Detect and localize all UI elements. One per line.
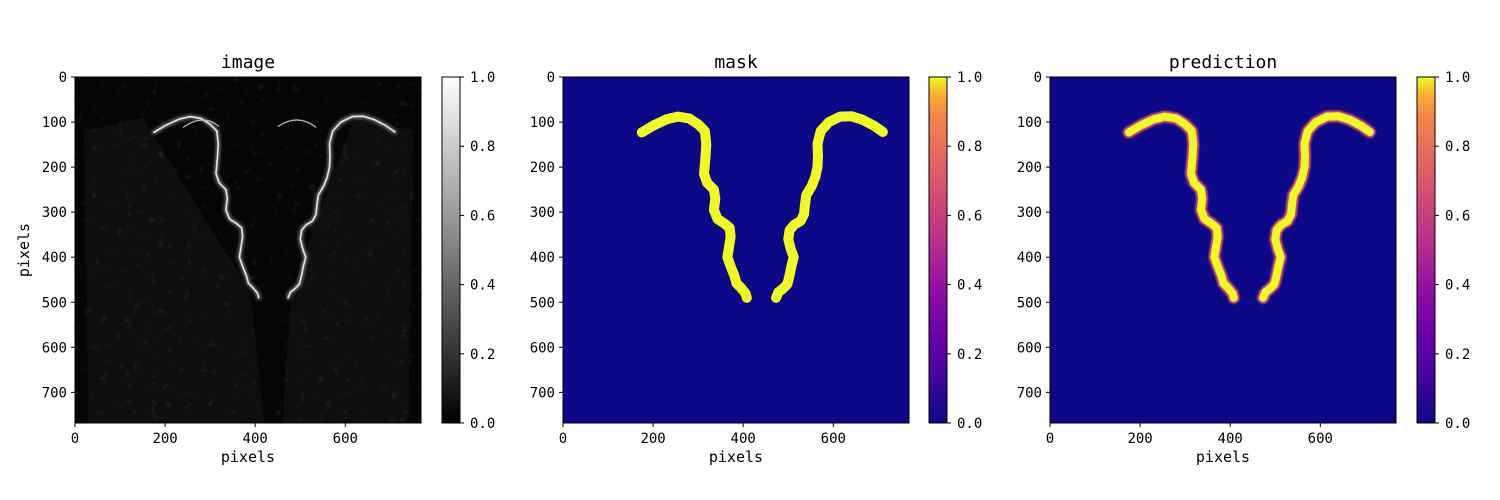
colorbar-tick-label: 0.6 — [957, 208, 982, 224]
axes-frame — [74, 76, 422, 424]
colorbar-tick-label: 0.6 — [1445, 208, 1470, 224]
colorbar-gradient — [442, 77, 460, 423]
axes-frame — [1049, 76, 1397, 424]
colorbar-tick-label: 0.4 — [470, 278, 495, 294]
prediction-curve-left — [1124, 112, 1238, 302]
panel-title: image — [221, 52, 275, 73]
panel-title: mask — [714, 52, 758, 73]
colorbar-tick-label: 0.8 — [470, 139, 495, 155]
colorbar-gradient — [1417, 77, 1435, 423]
colorbar-tick-label: 0.2 — [1445, 347, 1470, 363]
plot-area — [75, 77, 421, 423]
heatmap-background — [1050, 77, 1396, 423]
x-tick-label: 200 — [1127, 431, 1152, 447]
y-tick-label: 600 — [530, 340, 555, 356]
x-tick-label: 400 — [243, 431, 268, 447]
panel-image: image 0 200 400 600 0 100 200 300 400 500 600 700 pix… — [15, 52, 495, 466]
y-tick-label: 700 — [1017, 385, 1042, 401]
colorbar-tick-label: 0.8 — [1445, 139, 1470, 155]
y-tick-label: 300 — [1017, 205, 1042, 221]
colorbar-tick-label: 1.0 — [1445, 70, 1470, 86]
y-tick-label: 400 — [530, 250, 555, 266]
x-tick-label: 0 — [1046, 431, 1054, 447]
y-tick-label: 600 — [1017, 340, 1042, 356]
colorbar: 0.0 0.2 0.4 0.6 0.8 1.0 — [441, 70, 495, 432]
colorbar-tick-label: 0.4 — [957, 278, 982, 294]
x-tick-label: 600 — [333, 431, 358, 447]
y-axis-label: pixels — [15, 223, 33, 277]
x-tick-label: 600 — [1308, 431, 1333, 447]
x-tick-label: 400 — [731, 431, 756, 447]
y-tick-label: 200 — [42, 160, 67, 176]
colorbar: 0.0 0.2 0.4 0.6 0.8 1.0 — [1416, 70, 1470, 432]
y-tick-label: 100 — [42, 115, 67, 131]
x-axis-label: pixels — [1196, 448, 1250, 466]
panel-prediction: prediction 0 200 400 600 0 100 200 300 400 500 600 7… — [1017, 52, 1471, 466]
colorbar-tick-label: 0.0 — [470, 416, 495, 432]
y-tick-label: 500 — [42, 295, 67, 311]
colorbar-frame — [928, 76, 948, 424]
colorbar-tick-label: 0.2 — [957, 347, 982, 363]
y-tick-label: 200 — [1017, 160, 1042, 176]
x-axis-label: pixels — [221, 448, 275, 466]
x-tick-label: 0 — [559, 431, 567, 447]
y-tick-label: 700 — [42, 385, 67, 401]
colorbar-frame — [1416, 76, 1436, 424]
y-tick-label: 500 — [1017, 295, 1042, 311]
x-axis-label: pixels — [709, 448, 763, 466]
plot-area — [563, 77, 909, 423]
colorbar-tick-label: 1.0 — [957, 70, 982, 86]
x-tick-label: 600 — [821, 431, 846, 447]
colorbar-frame — [441, 76, 461, 424]
y-tick-label: 400 — [1017, 250, 1042, 266]
plot-area — [1050, 77, 1396, 423]
panel-title: prediction — [1169, 52, 1277, 73]
mask-curve-left — [636, 111, 752, 303]
panels-group: image 0 200 400 600 0 100 200 300 400 500 600 700 pix… — [15, 52, 1470, 466]
x-tick-label: 200 — [640, 431, 665, 447]
heatmap-background — [563, 77, 909, 423]
prediction-curve-right — [1259, 112, 1374, 302]
edge-curve-right — [287, 115, 396, 299]
colorbar: 0.0 0.2 0.4 0.6 0.8 1.0 — [928, 70, 982, 432]
colorbar-tick-label: 0.0 — [957, 416, 982, 432]
x-tick-label: 400 — [1218, 431, 1243, 447]
y-tick-label: 100 — [530, 115, 555, 131]
axes-frame — [562, 76, 910, 424]
colorbar-gradient — [929, 77, 947, 423]
x-tick-label: 200 — [152, 431, 177, 447]
y-tick-label: 300 — [42, 205, 67, 221]
y-tick-label: 0 — [59, 70, 67, 86]
y-tick-label: 100 — [1017, 115, 1042, 131]
y-tick-label: 200 — [530, 160, 555, 176]
y-tick-label: 600 — [42, 340, 67, 356]
colorbar-tick-label: 0.6 — [470, 208, 495, 224]
colorbar-tick-label: 0.8 — [957, 139, 982, 155]
y-tick-label: 0 — [1034, 70, 1042, 86]
colorbar-tick-label: 1.0 — [470, 70, 495, 86]
panel-mask: mask 0 200 400 600 0 100 200 300 400 500 600 700 pixe… — [530, 52, 983, 466]
y-tick-label: 400 — [42, 250, 67, 266]
edge-curve-left — [153, 115, 260, 299]
colorbar-tick-label: 0.0 — [1445, 416, 1470, 432]
colorbar-tick-label: 0.4 — [1445, 278, 1470, 294]
y-tick-label: 500 — [530, 295, 555, 311]
y-tick-label: 700 — [530, 385, 555, 401]
colorbar-tick-label: 0.2 — [470, 347, 495, 363]
mask-curve-right — [771, 111, 888, 303]
y-tick-label: 300 — [530, 205, 555, 221]
x-tick-label: 0 — [71, 431, 79, 447]
y-tick-label: 0 — [547, 70, 555, 86]
